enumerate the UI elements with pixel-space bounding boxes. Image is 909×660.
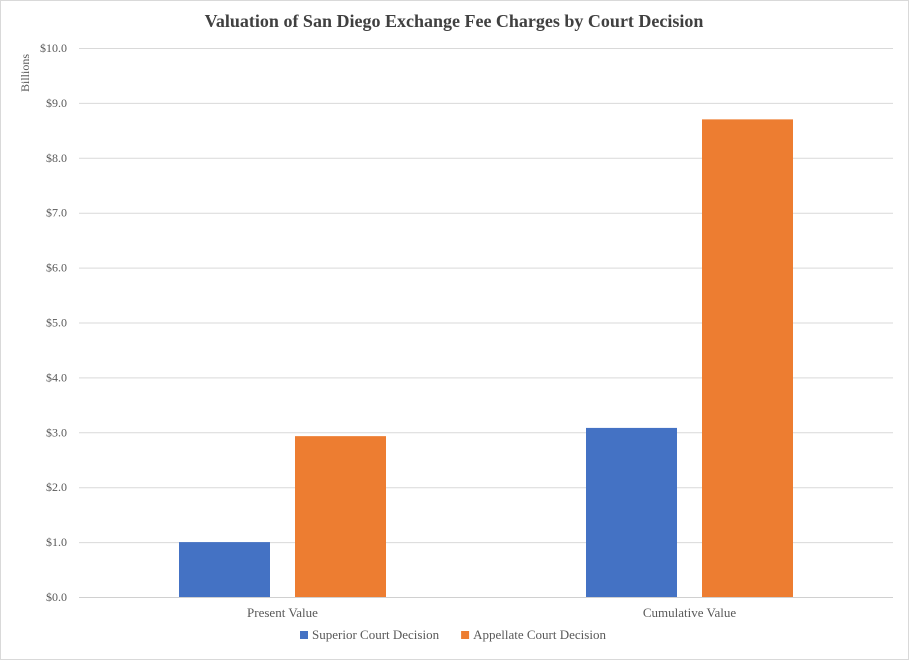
x-category-label: Cumulative Value	[643, 605, 737, 620]
legend-label: Superior Court Decision	[312, 627, 440, 642]
x-category-label: Present Value	[247, 605, 318, 620]
y-tick-label: $1.0	[46, 535, 67, 549]
legend-swatch	[300, 631, 308, 639]
bar-appellate-court-decision-0	[295, 436, 386, 597]
legend-swatch	[461, 631, 470, 639]
y-tick-label: $2.0	[46, 480, 67, 494]
y-tick-label: $9.0	[46, 96, 67, 110]
y-tick-label: $5.0	[46, 316, 67, 330]
y-tick-label: $0.0	[46, 590, 67, 604]
y-tick-label: $6.0	[46, 261, 67, 275]
bars	[179, 119, 793, 598]
legend: Superior Court Decision Appellate Court D…	[300, 627, 606, 642]
x-axis-categories: Present Value Cumulative Value	[247, 605, 736, 620]
chart-title: Valuation of San Diego Exchange Fee Char…	[205, 11, 704, 31]
y-tick-label: $4.0	[46, 370, 67, 384]
bar-superior-court-decision-1	[586, 427, 677, 597]
y-tick-label: $8.0	[46, 151, 67, 165]
y-tick-label: $10.0	[40, 41, 67, 55]
y-axis-unit-label: Billions	[18, 54, 32, 92]
bar-appellate-court-decision-1	[702, 119, 793, 598]
legend-label: Appellate Court Decision	[473, 627, 606, 642]
y-axis-ticks: $0.0 $1.0 $2.0 $3.0 $4.0 $5.0 $6.0 $7.0 $8.0 $9.0…	[40, 41, 67, 604]
y-tick-label: $3.0	[46, 425, 67, 439]
y-tick-label: $7.0	[46, 206, 67, 220]
bar-superior-court-decision-0	[179, 542, 270, 597]
